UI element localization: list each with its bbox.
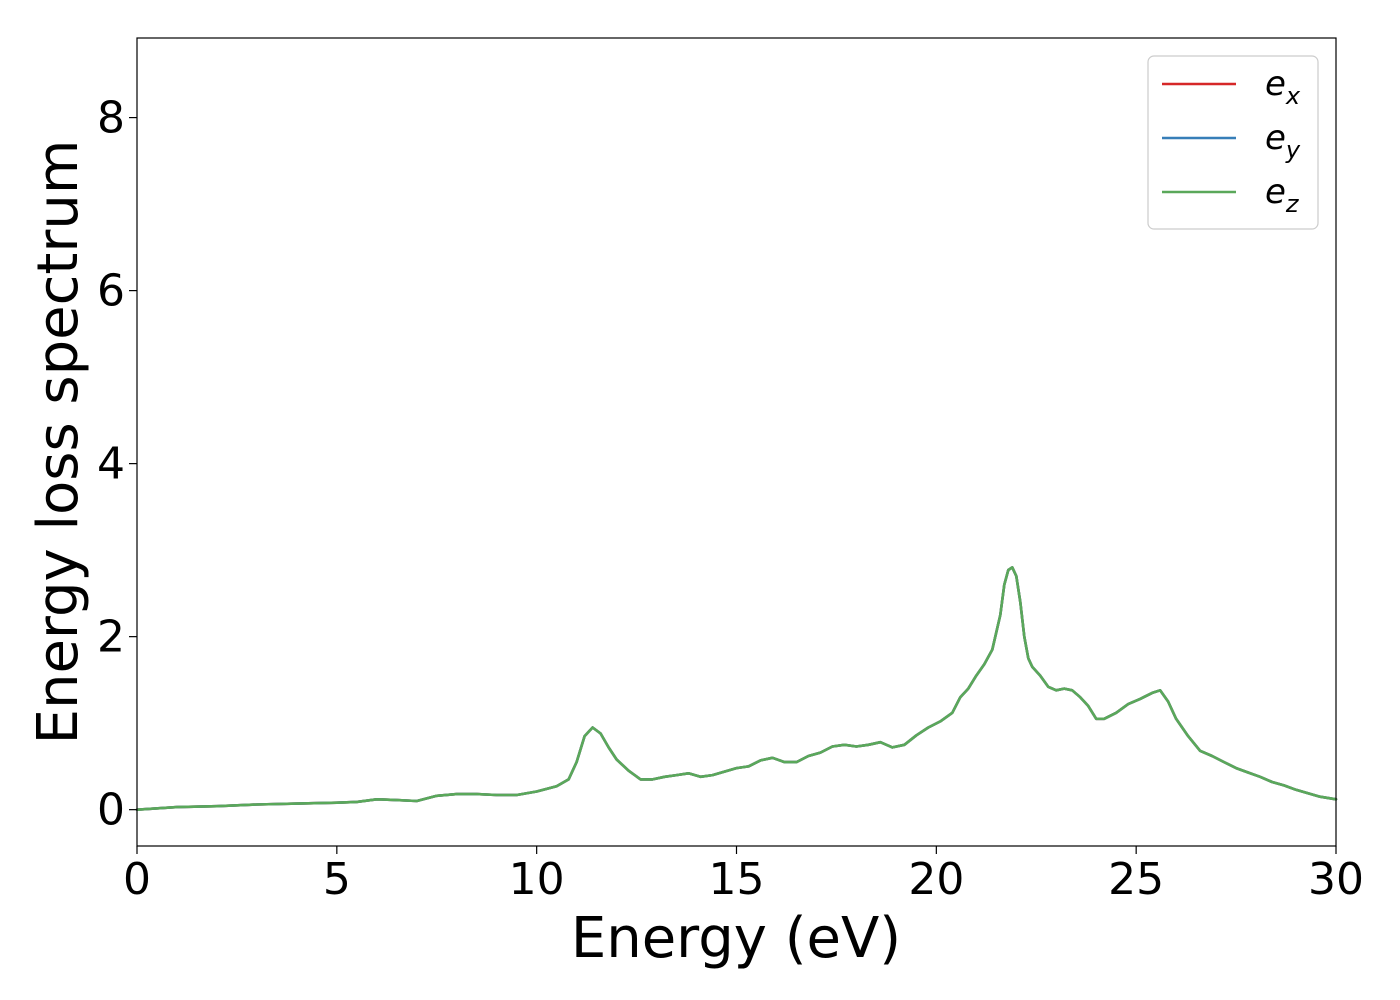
series-layer: [135, 566, 1338, 812]
y-axis: 0 2 4 6 8: [97, 93, 137, 836]
x-tick-label: 10: [509, 854, 565, 905]
y-tick-label: 6: [97, 266, 125, 317]
x-axis: 0 5 10 15 20 25 30: [123, 846, 1364, 905]
x-tick-label: 0: [123, 854, 151, 905]
legend-label-z: ez: [1265, 172, 1300, 218]
legend-label-x: ex: [1265, 64, 1301, 110]
legend-label-subscript: y: [1285, 136, 1301, 164]
x-axis-label: Energy (eV): [571, 906, 901, 971]
x-tick-label: 30: [1308, 854, 1364, 905]
legend-label-base: e: [1265, 64, 1286, 104]
legend-label-y: ey: [1265, 118, 1301, 164]
legend-box: [1147, 55, 1319, 230]
y-tick-label: 0: [97, 785, 125, 836]
x-tick-label: 20: [908, 854, 964, 905]
x-tick-label: 5: [323, 854, 351, 905]
x-tick-label: 25: [1108, 854, 1164, 905]
legend-label-subscript: x: [1285, 82, 1301, 110]
y-tick-label: 2: [97, 612, 125, 663]
legend-label-subscript: z: [1285, 190, 1300, 218]
series-line-z: [135, 566, 1338, 812]
x-tick-label: 15: [709, 854, 765, 905]
legend-label-base: e: [1265, 118, 1286, 158]
y-tick-label: 8: [97, 93, 125, 144]
y-tick-label: 4: [97, 439, 125, 490]
legend-label-base: e: [1265, 172, 1286, 212]
y-axis-label: Energy loss spectrum: [26, 140, 91, 745]
